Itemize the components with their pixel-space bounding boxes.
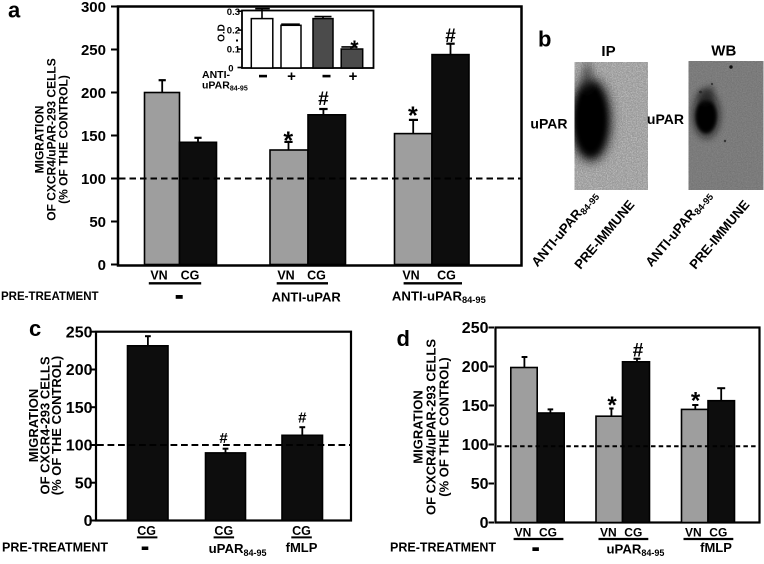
svg-text:(% OF THE CONTROL): (% OF THE CONTROL) <box>57 75 71 204</box>
svg-text:0: 0 <box>228 64 233 75</box>
svg-text:*: * <box>691 388 701 415</box>
svg-text:#: # <box>318 89 329 110</box>
svg-text:250: 250 <box>462 320 489 337</box>
svg-text:fMLP: fMLP <box>700 540 732 555</box>
svg-text:50: 50 <box>89 214 106 231</box>
svg-text:200: 200 <box>81 85 106 102</box>
svg-text:200: 200 <box>462 359 489 376</box>
svg-text:PRE-TREATMENT: PRE-TREATMENT <box>2 540 108 554</box>
svg-text:250: 250 <box>81 42 106 59</box>
svg-text:0.1: 0.1 <box>227 45 241 56</box>
svg-text:VN: VN <box>402 269 419 283</box>
svg-text:300: 300 <box>81 0 106 16</box>
svg-text:d: d <box>397 326 410 351</box>
svg-text:CG: CG <box>624 525 642 539</box>
svg-text:b: b <box>538 27 551 52</box>
svg-text:CG: CG <box>137 524 156 538</box>
svg-text:#: # <box>445 26 456 47</box>
svg-text:100: 100 <box>462 437 489 454</box>
svg-text:c: c <box>29 316 41 341</box>
svg-text:150: 150 <box>81 128 106 145</box>
svg-text:#: # <box>633 341 644 362</box>
svg-text:0: 0 <box>98 257 106 274</box>
svg-text:CG: CG <box>292 524 311 538</box>
svg-text:(% OF THE CONTROL): (% OF THE CONTROL) <box>437 357 452 496</box>
svg-text:IP: IP <box>601 43 615 60</box>
svg-text:VN: VN <box>277 269 294 283</box>
svg-text:#: # <box>219 430 228 447</box>
svg-text:O.D: O.D <box>217 24 228 42</box>
svg-text:0.2: 0.2 <box>227 26 240 37</box>
svg-text:CG: CG <box>181 269 200 283</box>
svg-text:uPAR: uPAR <box>647 111 684 127</box>
svg-text:CG: CG <box>539 525 557 539</box>
svg-text:*: * <box>607 392 617 419</box>
svg-text:PRE-TREATMENT: PRE-TREATMENT <box>1 291 99 303</box>
svg-text:150: 150 <box>66 400 93 417</box>
svg-text:CG: CG <box>214 524 233 538</box>
svg-text:0: 0 <box>480 515 489 532</box>
svg-text:100: 100 <box>66 438 93 455</box>
svg-text:*: * <box>283 127 293 155</box>
svg-text:VN: VN <box>515 525 532 539</box>
svg-text:MIGRATION: MIGRATION <box>411 390 426 463</box>
svg-text:OF CXCR4-293 CELLS: OF CXCR4-293 CELLS <box>38 356 53 494</box>
svg-text:CG: CG <box>307 269 326 283</box>
svg-text:+: + <box>287 68 296 85</box>
svg-text:100: 100 <box>81 171 106 188</box>
svg-text:200: 200 <box>66 362 93 379</box>
svg-text:50: 50 <box>471 476 489 493</box>
svg-text:0: 0 <box>84 513 93 530</box>
svg-text:fMLP: fMLP <box>286 540 318 555</box>
svg-text:a: a <box>8 0 21 23</box>
svg-text:(% OF THE CONTROL): (% OF THE CONTROL) <box>49 356 64 495</box>
svg-text:150: 150 <box>462 398 489 415</box>
svg-text:VN: VN <box>150 269 167 283</box>
svg-text:250: 250 <box>66 324 93 341</box>
svg-text:uPAR: uPAR <box>530 115 567 131</box>
svg-text:+: + <box>349 68 358 85</box>
svg-text:CG: CG <box>709 525 727 539</box>
svg-text:*: * <box>350 37 359 60</box>
svg-text:MIGRATION: MIGRATION <box>33 106 47 174</box>
svg-text:WB: WB <box>711 43 736 60</box>
svg-text:*: * <box>408 102 418 130</box>
svg-text:OF CXCR4/uPAR-293 CELLS: OF CXCR4/uPAR-293 CELLS <box>424 339 439 515</box>
svg-text:VN: VN <box>685 525 702 539</box>
svg-text:OF CXCR4/uPAR-293 CELLS: OF CXCR4/uPAR-293 CELLS <box>45 58 59 220</box>
svg-text:0.3: 0.3 <box>227 7 240 18</box>
svg-text:ANTI-: ANTI- <box>202 69 230 81</box>
svg-text:VN: VN <box>600 525 617 539</box>
svg-text:ANTI-uPAR: ANTI-uPAR <box>272 289 342 304</box>
svg-text:50: 50 <box>75 475 93 492</box>
svg-text:PRE-TREATMENT: PRE-TREATMENT <box>390 540 496 554</box>
svg-text:MIGRATION: MIGRATION <box>26 389 41 462</box>
svg-text:#: # <box>298 409 307 426</box>
svg-text:CG: CG <box>437 269 456 283</box>
